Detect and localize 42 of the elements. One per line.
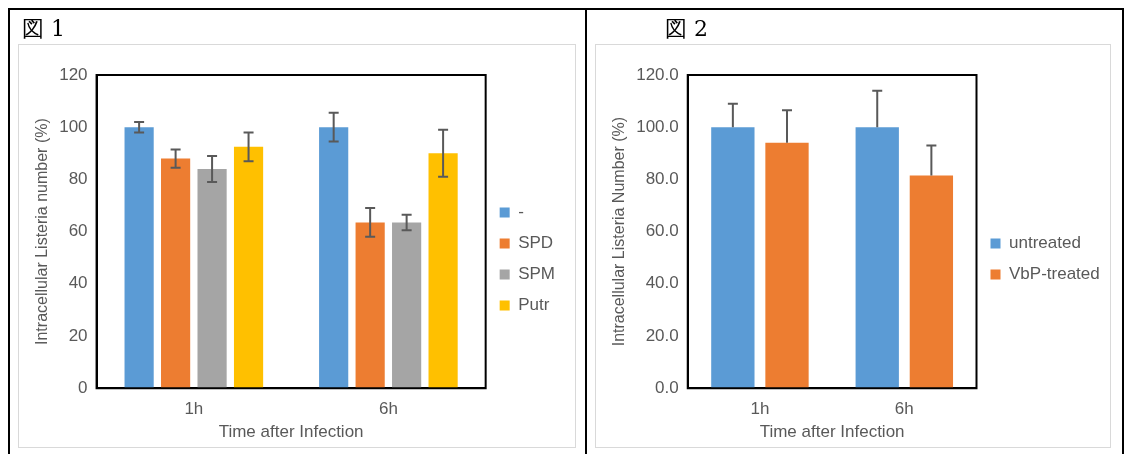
- y-tick-label: 60.0: [645, 221, 679, 241]
- bar: [855, 127, 899, 389]
- y-tick-label: 0.0: [655, 377, 679, 397]
- y-tick-label: 60: [68, 221, 88, 241]
- y-tick-label: 120: [59, 64, 88, 84]
- x-tick-label: 1h: [184, 399, 204, 419]
- bar: [161, 158, 191, 389]
- y-tick-label: 80: [68, 169, 88, 189]
- legend-label: -: [518, 202, 524, 222]
- legend-label: VbP-treated: [1008, 264, 1100, 284]
- bar: [711, 127, 755, 389]
- y-tick-label: 120.0: [636, 64, 679, 84]
- x-tick-label: 1h: [750, 399, 770, 419]
- legend-label: Putr: [518, 295, 550, 315]
- chart-title: 図 1: [21, 15, 66, 43]
- bar: [428, 153, 458, 389]
- legend-label: untreated: [1008, 233, 1081, 253]
- y-axis-title: Intracellular Listeria Number (%): [609, 116, 627, 347]
- legend-label: SPD: [518, 233, 554, 253]
- y-tick-label: 40.0: [645, 273, 679, 293]
- y-tick-label: 100.0: [636, 116, 679, 136]
- x-axis-title: Time after Infection: [759, 422, 905, 442]
- y-tick-label: 40: [68, 273, 88, 293]
- bar: [765, 142, 809, 389]
- y-tick-label: 0: [78, 377, 88, 397]
- chart-title: 図 2: [663, 15, 709, 43]
- legend-label: SPM: [518, 264, 555, 284]
- x-tick-label: 6h: [378, 399, 398, 419]
- y-tick-label: 20: [68, 325, 88, 345]
- y-tick-label: 80.0: [645, 169, 679, 189]
- bar: [124, 127, 154, 389]
- y-axis-title: Intracellular Listeria number (%): [33, 118, 51, 345]
- bar: [392, 222, 422, 389]
- bar: [197, 168, 227, 389]
- bar: [233, 146, 264, 389]
- x-axis-title: Time after Infection: [218, 422, 364, 442]
- bar: [909, 175, 954, 389]
- y-tick-label: 20.0: [645, 325, 679, 345]
- bar: [355, 222, 385, 389]
- x-tick-label: 6h: [894, 399, 914, 419]
- y-tick-label: 100: [59, 116, 88, 136]
- bar: [319, 127, 349, 389]
